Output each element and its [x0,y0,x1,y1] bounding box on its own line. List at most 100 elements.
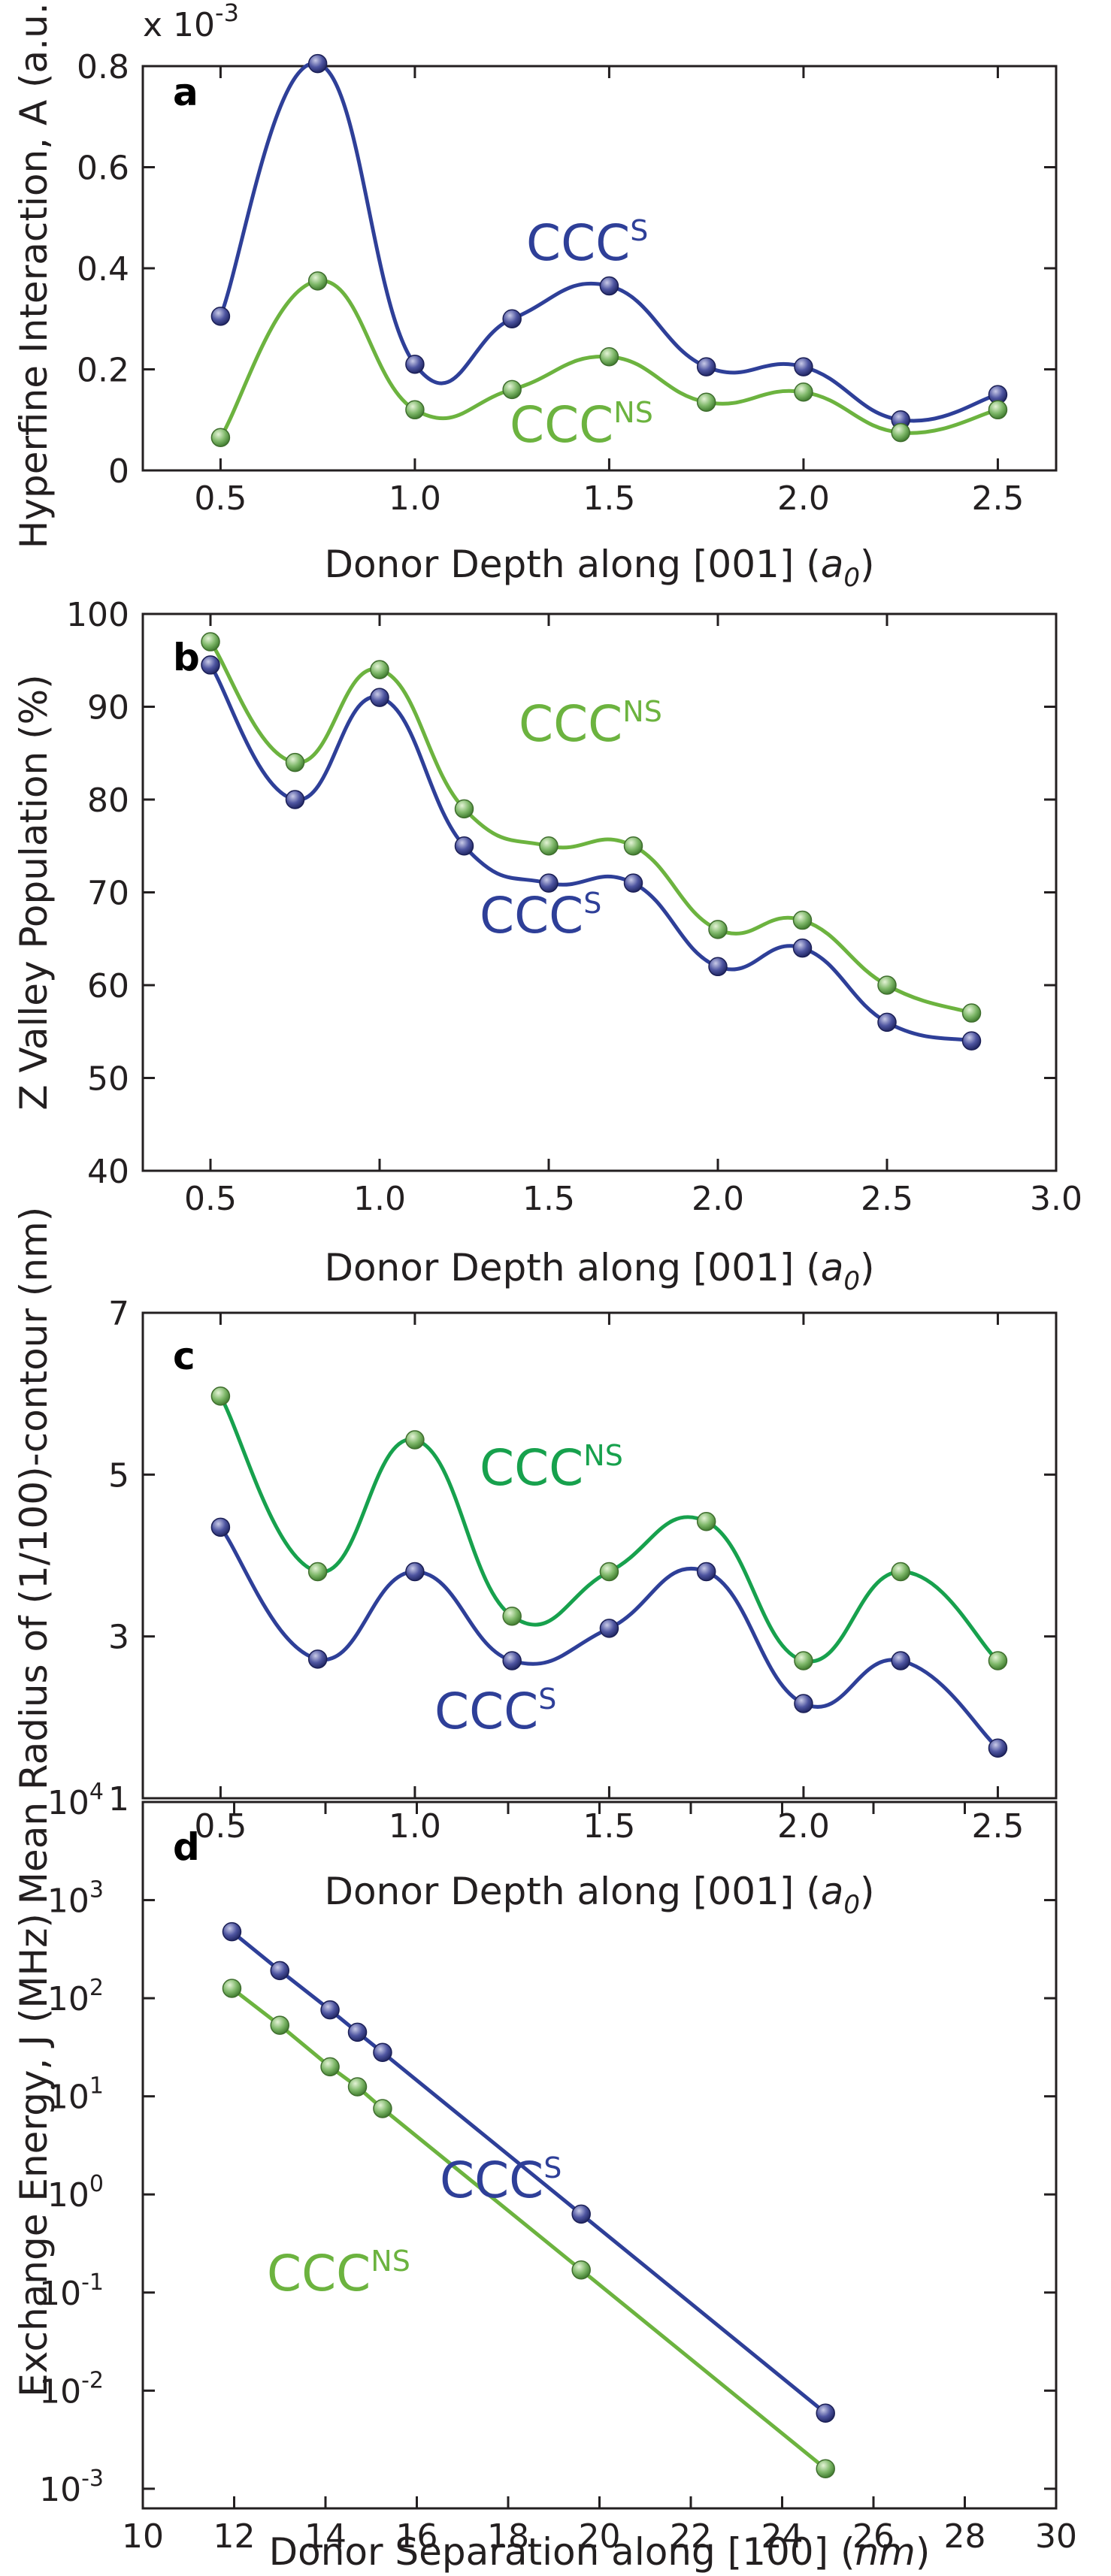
y-tick-label: 3 [108,1619,129,1657]
data-point-s [708,957,728,977]
data-point-s [405,355,425,374]
x-axis-label-close: ) [860,1870,875,1913]
data-point-ns [599,346,619,367]
data-point-ns [961,1003,982,1023]
data-point-ns [696,1512,716,1531]
data-point-s [454,836,474,856]
series-label-name: CCC [267,2245,371,2302]
data-point-s [877,1012,897,1033]
y-tick-exponent: -2 [81,2367,104,2393]
panel-c: 0.5 1.0 1.5 2.0 2.5 1 3 5 7 c Donor Depth along [0… [12,1207,1058,1920]
series-label-ns: CCCNS [519,695,662,753]
x-tick-label: 26 [852,2517,895,2556]
data-point-ns [307,271,328,291]
y-tick-base: 10 [47,1980,89,2018]
data-point-s [792,938,813,958]
x-tick-label: 1.0 [389,1807,441,1846]
x-tick-label: 1.0 [353,1180,406,1218]
x-axis-label-close: ) [860,1246,875,1290]
series-label-name: CCC [510,396,613,454]
y-tick-label: 5 [108,1456,129,1495]
x-tick-label: 2.5 [861,1180,913,1218]
data-point-s [696,1562,716,1582]
x-axis-label-close: ) [916,2530,931,2574]
series-label-name: CCC [519,695,622,753]
x-tick-label: 28 [944,2517,986,2556]
data-point-ns [891,422,910,443]
series-label-superscript: NS [622,695,662,728]
data-point-ns [988,400,1008,420]
x-axis-label-subscript: 0 [843,1266,860,1296]
x-axis-label-unit: nm [855,2530,915,2574]
data-point-ns [307,1562,328,1582]
data-point-ns [210,1386,231,1406]
x-tick-label: 10 [122,2517,164,2556]
data-point-ns [502,1607,522,1626]
x-tick-label: 2.0 [777,1807,830,1846]
y-tick-label: 0.6 [77,150,129,188]
x-tick-label: 0.5 [194,479,247,518]
data-point-s [201,655,220,675]
data-point-ns [571,2260,591,2280]
x-tick-label: 3.0 [1030,1180,1082,1218]
series-label-superscript: NS [613,396,653,429]
plot-frame-c [141,1311,1058,1800]
data-point-ns [891,1562,910,1582]
y-tick-label: 0.4 [77,250,129,289]
series-line-ns [208,640,973,1015]
data-point-s [599,1619,619,1638]
data-point-s [222,1921,242,1942]
y-tick-label: 40 [87,1153,129,1191]
data-point-ns [877,975,897,995]
panel-letter: b [173,636,200,679]
data-point-ns [794,1651,813,1670]
data-point-ns [539,836,559,856]
y-tick-base: 10 [47,1882,89,1921]
x-axis-label-unit: a [821,1246,844,1290]
data-point-ns [794,382,813,402]
x-axis-label: Donor Depth along [001] (a0) [324,1870,874,1920]
series-label-superscript: NS [371,2245,410,2278]
y-tick-label: 1 [108,1780,129,1819]
x-tick-label: 24 [761,2517,804,2556]
data-point-s [307,1649,328,1669]
data-point-s [623,873,643,893]
y-tick-label: 10-2 [39,2367,104,2411]
y-axis-label: Mean Radius of (1/100)-contour (nm) [12,1207,56,1904]
x-axis-label-text: Donor Depth along [001] ( [324,1246,820,1290]
panel-letter: d [173,1825,200,1869]
series-label-ns: CCCNS [480,1439,623,1497]
series-label-s: CCCS [434,1683,556,1740]
x-tick-label: 0.5 [194,1807,247,1846]
y-tick-exponent: 2 [89,1975,104,2001]
series-label-name: CCC [480,887,583,945]
data-point-ns [347,2077,368,2097]
y-tick-label: 10-3 [39,2466,104,2509]
y-tick-label: 70 [87,875,129,913]
y-tick-exponent: 0 [89,2171,104,2197]
x-axis-label-subscript: 0 [843,1890,860,1920]
data-point-s [210,1517,231,1537]
x-axis-label-unit: a [821,1870,844,1913]
x-tick-label: 12 [213,2517,256,2556]
x-tick-label: 30 [1035,2517,1077,2556]
y-tick-exponent: 3 [89,1877,104,1903]
data-point-s [794,1694,813,1713]
y-tick-label: 103 [47,1877,104,1921]
y-tick-base: 10 [47,2176,89,2215]
series-label-superscript: S [543,2151,562,2184]
y-scale-factor-base: x 10 [143,6,215,44]
y-tick-base: 10 [39,2275,81,2313]
data-point-ns [270,2015,289,2035]
data-point-s [961,1031,982,1051]
series-label-superscript: S [630,214,648,247]
x-tick-label: 1.0 [389,479,441,518]
x-tick-label: 2.0 [692,1180,744,1218]
data-point-s [502,309,522,328]
y-tick-exponent: -3 [81,2466,104,2492]
data-point-s [347,2022,368,2042]
data-point-s [373,2042,392,2063]
x-axis-label-unit: a [821,543,844,586]
y-tick-label: 60 [87,967,129,1005]
